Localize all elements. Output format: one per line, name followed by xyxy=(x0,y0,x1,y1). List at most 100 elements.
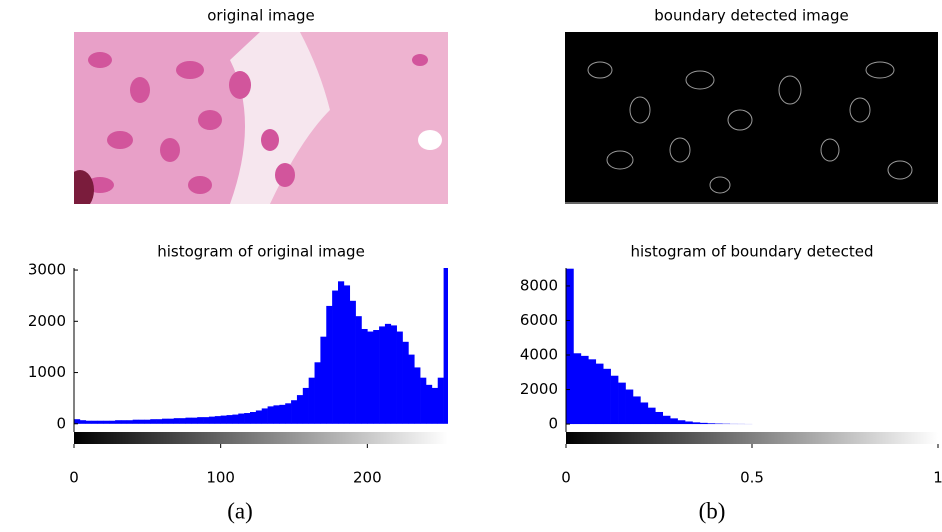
bar xyxy=(356,316,362,424)
bar xyxy=(414,367,420,423)
bar xyxy=(692,422,700,424)
bar xyxy=(344,285,350,423)
bar xyxy=(297,395,303,424)
caption: (a) xyxy=(227,498,253,523)
bar xyxy=(97,421,103,424)
bar xyxy=(678,420,686,424)
bar xyxy=(215,416,221,424)
bar xyxy=(700,423,708,424)
x-tick-label: 1 xyxy=(933,469,942,487)
bar xyxy=(273,405,279,423)
colorbar xyxy=(566,432,938,444)
bar xyxy=(588,359,596,424)
bar xyxy=(408,355,414,424)
bar xyxy=(185,418,191,424)
bar xyxy=(238,414,244,424)
bar xyxy=(256,410,262,423)
panel-title: histogram of boundary detected xyxy=(630,243,873,261)
y-tick-label: 6000 xyxy=(520,311,558,329)
bar xyxy=(268,406,274,423)
bar xyxy=(603,369,611,424)
bar xyxy=(670,418,678,424)
bar xyxy=(618,383,626,424)
bar xyxy=(640,402,648,424)
plot-area xyxy=(566,269,752,424)
bar xyxy=(320,337,326,424)
bar xyxy=(174,418,180,424)
bar xyxy=(279,405,285,424)
boundary-image xyxy=(565,32,938,204)
panel-title: histogram of original image xyxy=(157,243,365,261)
bar xyxy=(438,378,444,424)
bar xyxy=(379,326,385,423)
bar xyxy=(685,421,693,424)
bar xyxy=(150,419,156,424)
y-tick-label: 4000 xyxy=(520,346,558,364)
bar xyxy=(373,330,379,424)
bar xyxy=(285,403,291,424)
bar xyxy=(180,418,186,424)
x-tick-label: 0 xyxy=(69,469,79,487)
bar xyxy=(391,325,397,423)
x-tick-label: 0.5 xyxy=(740,469,764,487)
bar xyxy=(162,419,168,424)
panel-title: original image xyxy=(207,7,315,25)
bar xyxy=(133,420,139,424)
bar xyxy=(715,424,723,425)
bar xyxy=(573,353,581,424)
bar xyxy=(315,362,321,424)
bar xyxy=(432,388,438,424)
bar xyxy=(250,412,256,424)
bar xyxy=(426,385,432,424)
bar xyxy=(232,415,238,424)
bar xyxy=(350,301,356,424)
bar xyxy=(397,332,403,424)
bar xyxy=(611,376,619,424)
bar xyxy=(626,390,634,425)
x-tick-label: 0 xyxy=(561,469,571,487)
bar xyxy=(420,378,426,424)
bar xyxy=(144,420,150,424)
bar xyxy=(191,418,197,424)
bar xyxy=(596,364,604,424)
plot-area xyxy=(74,265,450,424)
bar xyxy=(663,416,671,424)
bar xyxy=(227,415,233,424)
bar xyxy=(92,421,98,424)
bar xyxy=(338,281,344,423)
bar xyxy=(444,265,450,424)
y-tick-label: 0 xyxy=(548,415,558,433)
bar xyxy=(309,378,315,424)
bar xyxy=(109,421,115,424)
bar xyxy=(326,306,332,424)
bar xyxy=(127,420,133,424)
bar xyxy=(262,408,268,423)
bar xyxy=(655,412,663,424)
y-tick-label: 2000 xyxy=(520,380,558,398)
bar xyxy=(209,417,215,424)
bar xyxy=(385,324,391,424)
bar xyxy=(80,420,86,424)
bar xyxy=(648,408,656,424)
x-tick-label: 100 xyxy=(206,469,235,487)
bar xyxy=(139,420,145,424)
y-tick-label: 3000 xyxy=(28,261,66,279)
bar xyxy=(244,413,250,424)
x-tick-label: 200 xyxy=(353,469,382,487)
bar xyxy=(168,419,174,424)
y-tick-label: 2000 xyxy=(28,312,66,330)
bar xyxy=(403,342,409,424)
y-tick-label: 0 xyxy=(56,414,66,432)
bar xyxy=(291,400,297,424)
bar xyxy=(332,291,338,424)
bar xyxy=(566,269,574,424)
bar xyxy=(121,420,127,424)
bar xyxy=(303,388,309,424)
bar xyxy=(221,416,227,424)
bar xyxy=(115,420,121,424)
panel-title: boundary detected image xyxy=(654,7,848,25)
bar xyxy=(86,421,92,424)
bar xyxy=(581,356,589,424)
caption: (b) xyxy=(699,498,726,523)
